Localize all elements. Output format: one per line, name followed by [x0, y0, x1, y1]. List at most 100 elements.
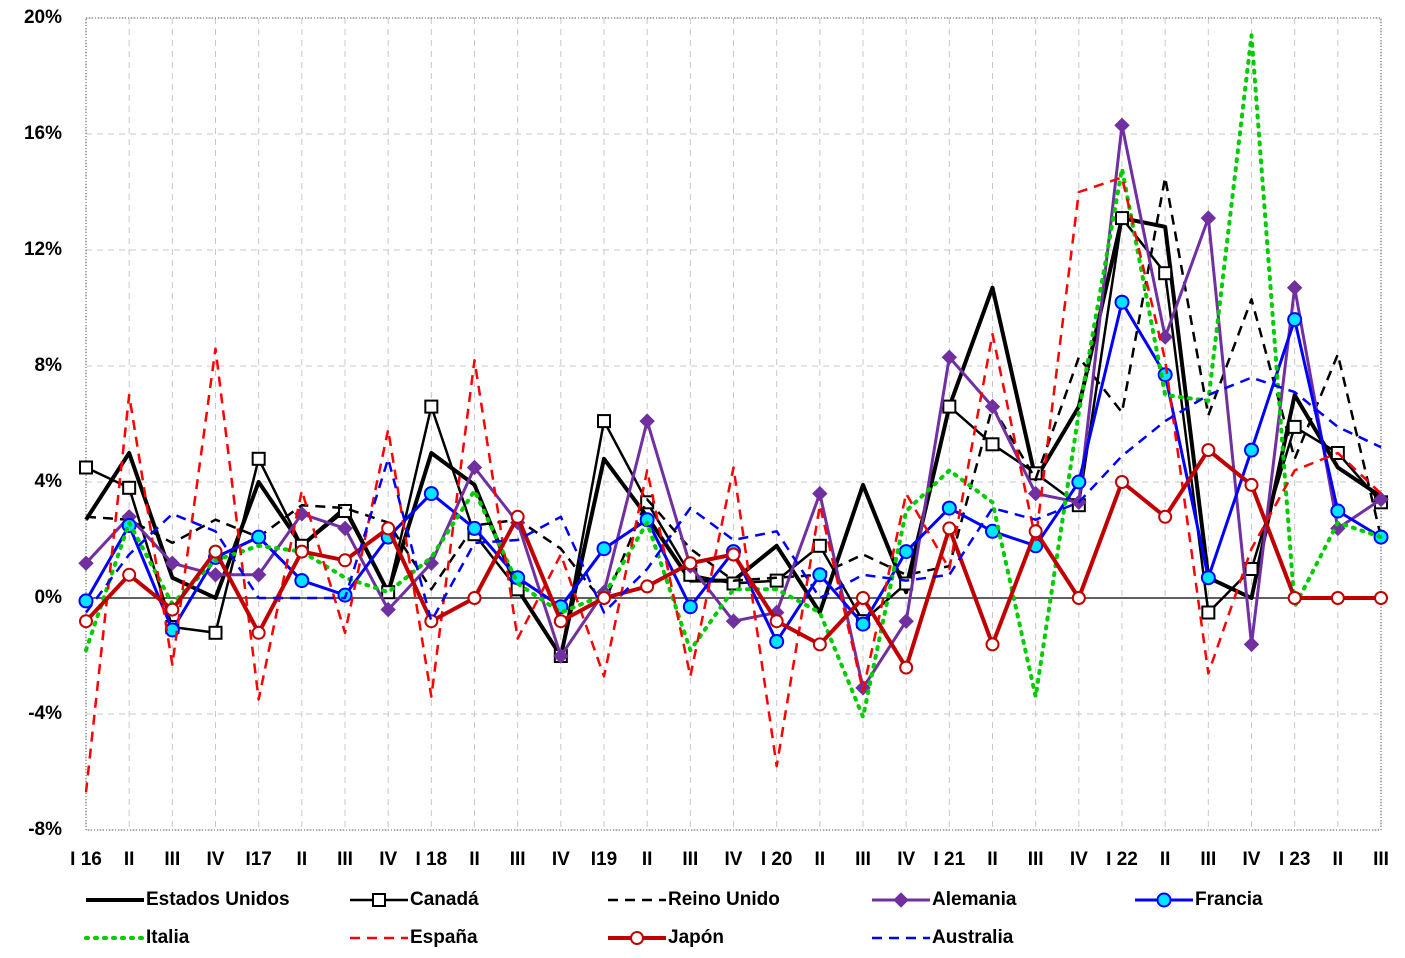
data-point [1244, 477, 1259, 492]
data-point [1244, 562, 1259, 576]
data-point [380, 601, 396, 618]
x-tick-label: II [642, 849, 653, 870]
data-point [1200, 570, 1216, 586]
data-point [79, 614, 93, 629]
legend-label: Alemania [932, 889, 1017, 910]
data-point [682, 599, 698, 615]
series-line [84, 376, 1382, 623]
data-point [1374, 591, 1388, 605]
data-point [208, 544, 223, 559]
data-point [1158, 266, 1173, 281]
data-point [1114, 294, 1130, 310]
x-tick-label: IV [1243, 849, 1261, 870]
data-point [337, 520, 353, 537]
x-tick-label: IV [552, 849, 570, 870]
data-point [467, 520, 482, 536]
data-point [164, 555, 181, 571]
x-tick-label: III [1200, 849, 1216, 870]
data-point [985, 523, 1000, 539]
x-tick-label: IV [725, 849, 743, 870]
x-tick-label: I 23 [1279, 849, 1311, 870]
data-point [294, 573, 310, 589]
data-point [812, 485, 828, 502]
y-tick-label: 4% [35, 471, 63, 492]
data-point [898, 613, 914, 629]
x-tick-label: IV [897, 849, 915, 870]
data-point [1330, 520, 1346, 537]
data-point [985, 437, 1000, 452]
legend-label: Australia [932, 927, 1014, 948]
data-point [78, 593, 94, 609]
data-point [1330, 591, 1345, 605]
y-tick-label: -8% [28, 819, 62, 840]
data-point [1244, 442, 1259, 458]
data-point [1200, 210, 1217, 226]
x-tick-label: I 22 [1106, 849, 1138, 870]
data-point [769, 573, 784, 588]
data-point [79, 460, 93, 475]
data-point [467, 591, 482, 605]
data-point [1330, 503, 1346, 519]
x-tick-label: II [815, 849, 826, 870]
x-tick-label: III [1028, 849, 1044, 870]
x-tick-label: I17 [245, 849, 271, 870]
x-tick-label: III [855, 849, 871, 870]
data-point [423, 486, 439, 502]
plot-border [85, 17, 1382, 831]
data-point [1286, 279, 1303, 296]
data-point [1071, 591, 1086, 605]
legend-marker [630, 931, 644, 945]
data-point [251, 451, 266, 466]
legend-marker [1156, 892, 1172, 908]
data-point [78, 555, 94, 571]
data-point [769, 634, 785, 649]
x-tick-label: II [124, 849, 135, 870]
y-tick-label: 0% [35, 587, 63, 608]
data-point [597, 414, 611, 429]
data-point [1287, 591, 1302, 605]
legend-label: Francia [1195, 889, 1263, 910]
data-point [1027, 485, 1044, 502]
data-point [640, 579, 655, 594]
series-line [85, 176, 1383, 606]
legend-label: Estados Unidos [146, 889, 290, 910]
data-point [1114, 117, 1130, 134]
legend-marker [372, 893, 386, 907]
series-line [84, 176, 1382, 793]
y-tick-label: 8% [35, 355, 63, 376]
data-point [122, 480, 137, 495]
x-tick-label: I 21 [933, 849, 965, 870]
data-point [942, 399, 957, 414]
x-tick-label: III [1373, 849, 1389, 870]
x-tick-label: III [510, 849, 526, 870]
data-point [553, 614, 568, 629]
data-point [985, 637, 1000, 652]
data-point [250, 567, 267, 583]
data-point [812, 637, 827, 652]
data-point [1243, 636, 1260, 653]
y-tick-label: 12% [24, 239, 62, 260]
x-tick-label: II [469, 849, 480, 870]
x-tick-label: II [987, 849, 998, 870]
data-point [1201, 443, 1216, 458]
x-tick-label: I 20 [761, 849, 793, 870]
data-point [510, 509, 525, 524]
x-tick-label: II [297, 849, 308, 870]
x-tick-label: I 16 [70, 849, 102, 870]
data-point [984, 398, 1001, 415]
y-tick-label: -4% [28, 703, 62, 724]
data-point [251, 529, 267, 545]
data-point [639, 512, 655, 528]
data-point [855, 616, 871, 632]
data-point [1115, 211, 1129, 226]
data-point [597, 591, 611, 605]
x-tick-label: III [337, 849, 353, 870]
data-point [941, 349, 958, 366]
data-point [769, 614, 784, 629]
data-point [338, 553, 352, 568]
x-tick-label: IV [1070, 849, 1088, 870]
data-point [424, 614, 439, 629]
legend-marker [893, 892, 909, 908]
legend-label: Italia [146, 927, 190, 948]
